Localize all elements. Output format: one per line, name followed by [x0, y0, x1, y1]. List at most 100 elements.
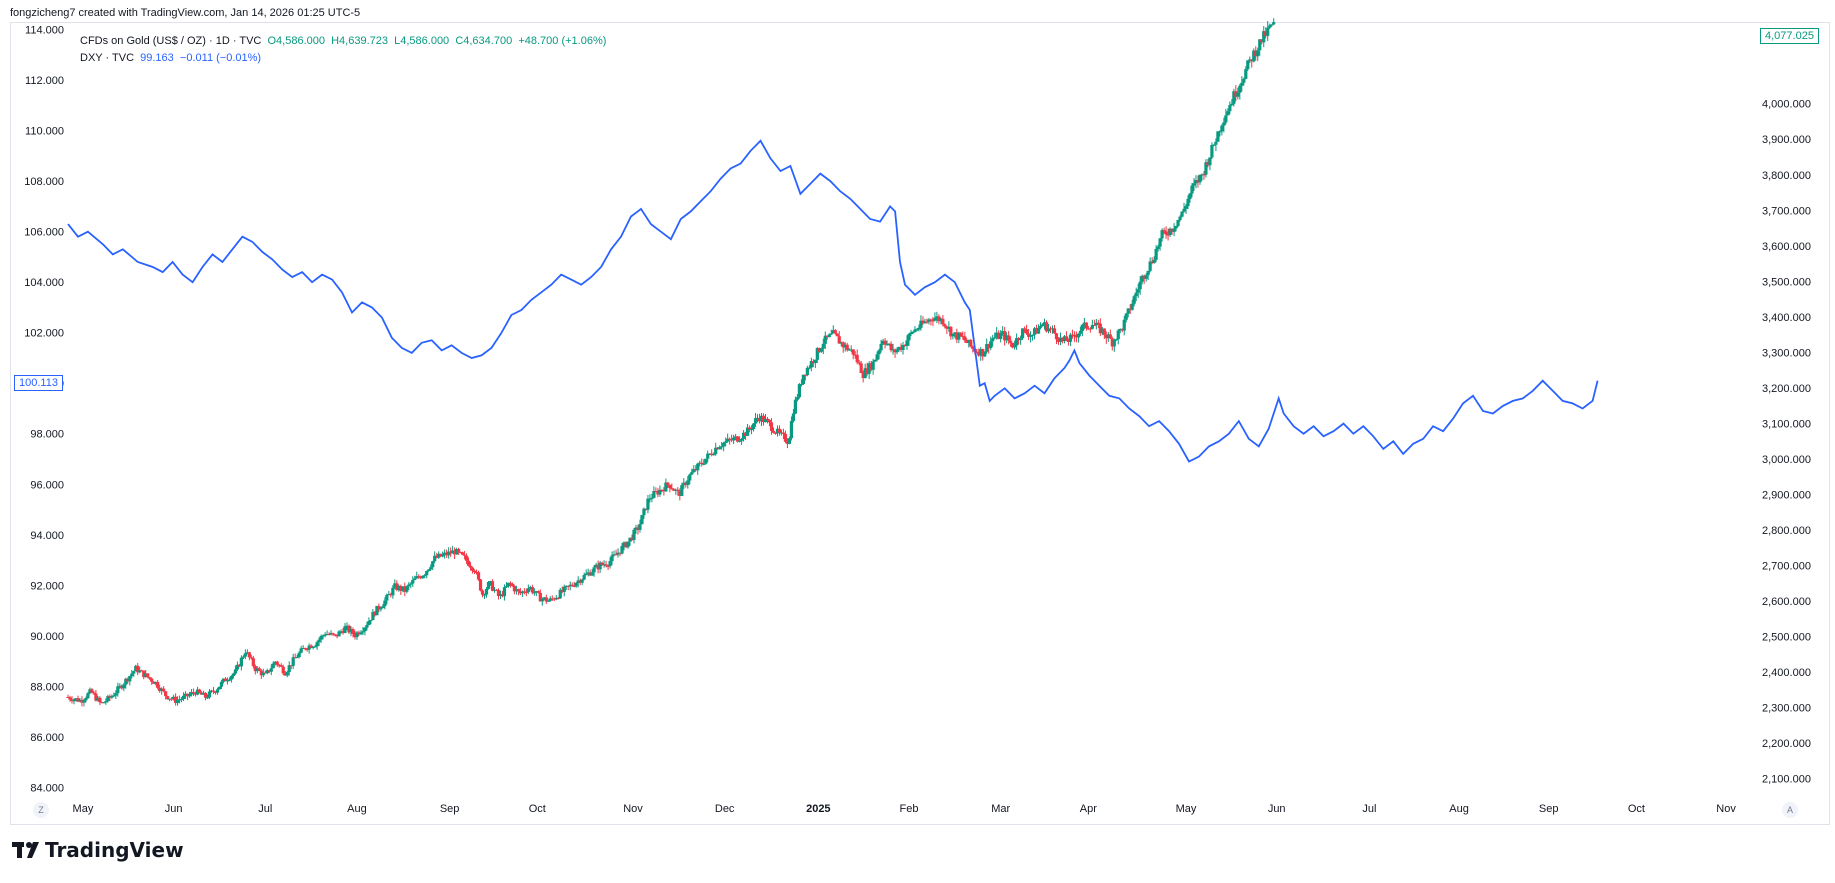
gold-candle [576, 576, 580, 588]
left-axis-auto-button[interactable]: Z [33, 802, 49, 818]
gold-candle [92, 691, 96, 695]
gold-candle [235, 661, 239, 672]
gold-candle [977, 348, 981, 357]
gold-candle [395, 580, 399, 592]
gold-candle [753, 413, 758, 427]
gold-candle [142, 670, 146, 680]
gold-candle [817, 347, 821, 353]
gold-candle [1020, 328, 1025, 340]
gold-candle [158, 684, 162, 693]
gold-candle [638, 519, 642, 533]
gold-candle [353, 630, 357, 640]
gold-candle [383, 597, 387, 610]
gold-candle [570, 582, 574, 587]
gold-candle [355, 630, 359, 640]
gold-candle [1250, 59, 1254, 68]
gold-candle [78, 697, 82, 703]
gold-candle [1206, 158, 1210, 168]
gold-candle [1178, 215, 1182, 222]
left-axis-tick-label: 114.000 [25, 25, 64, 37]
gold-candle [624, 541, 628, 548]
gold-candle [1204, 159, 1208, 178]
gold-candle [203, 692, 208, 701]
gold-candle [193, 691, 198, 697]
gold-candle [781, 428, 786, 439]
gold-candle [80, 696, 84, 707]
legend-gold[interactable]: CFDs on Gold (US$ / OZ) · 1D · TVC O4,58… [80, 35, 607, 47]
right-axis-auto-button[interactable]: A [1782, 802, 1798, 818]
time-axis-tick-label: May [73, 803, 94, 815]
gold-candle [510, 582, 515, 587]
time-axis-tick-label: Apr [1080, 803, 1097, 815]
gold-candle [1096, 319, 1100, 329]
right-axis-tick-label: 2,700.000 [1762, 561, 1811, 573]
gold-candle [369, 620, 373, 625]
time-axis-tick-label: Feb [900, 803, 919, 815]
gold-candle [466, 557, 471, 567]
gold-candle [407, 582, 411, 590]
gold-candle [869, 360, 873, 372]
gold-candle [598, 560, 602, 573]
left-axis-tick-label: 110.000 [25, 126, 64, 138]
gold-candle [1072, 331, 1077, 342]
gold-candle [895, 347, 899, 355]
gold-candle [801, 374, 805, 386]
gold-candle [787, 436, 792, 445]
gold-candle [351, 627, 355, 638]
gold-candle [498, 590, 503, 600]
gold-candle [1003, 326, 1007, 346]
time-axis-tick-label: Jul [258, 803, 272, 815]
gold-candle [512, 584, 517, 595]
gold-candle [337, 630, 341, 637]
tradingview-logo[interactable]: TradingView [12, 838, 184, 862]
gold-candle [1090, 319, 1094, 330]
gold-candle [267, 669, 271, 674]
gold-candle [632, 528, 636, 544]
gold-candle [666, 481, 670, 488]
gold-candle [421, 575, 425, 579]
gold-candle [875, 351, 879, 362]
gold-candle [215, 687, 220, 695]
gold-candle [1011, 342, 1015, 349]
gold-candle [82, 698, 86, 707]
gold-candle [741, 430, 746, 442]
gold-candle [749, 425, 754, 435]
gold-candle [176, 696, 180, 706]
chart-frame[interactable] [10, 22, 1830, 825]
gold-candle [618, 552, 622, 557]
gold-candle [843, 342, 847, 352]
gold-candle [963, 331, 967, 343]
gold-candle [897, 346, 901, 352]
gold-candle [1220, 124, 1224, 136]
legend-dxy[interactable]: DXY · TVC 99.163 −0.011 (−0.01%) [80, 52, 262, 64]
gold-candle [219, 680, 224, 689]
gold-candle [108, 694, 112, 702]
gold-candle [345, 622, 349, 631]
gold-candle [399, 584, 403, 595]
gold-candle [1216, 131, 1220, 142]
gold-candle [257, 666, 261, 672]
right-axis-tick-label: 4,000.000 [1762, 99, 1811, 111]
gold-candle [359, 630, 363, 636]
gold-candle [1126, 308, 1130, 318]
gold-candle [490, 579, 495, 592]
gold-candle [1212, 144, 1216, 147]
gold-candle [1208, 157, 1212, 171]
gold-candle [885, 340, 889, 347]
gold-candle [680, 482, 684, 497]
gold-candle [445, 549, 449, 558]
gold-candle [476, 570, 481, 581]
gold-candle [391, 585, 395, 599]
gold-candle [377, 603, 381, 613]
tradingview-logo-icon [12, 840, 42, 860]
gold-candle [602, 560, 606, 568]
time-axis: May Jun Jul Aug Sep Oct Nov Dec 2025 Feb Mar Apr May… [73, 803, 1737, 815]
gold-candle [971, 345, 975, 353]
gold-candle [134, 664, 138, 672]
right-axis-tick-label: 3,100.000 [1762, 418, 1811, 430]
gold-candle [578, 578, 582, 586]
gold-candle [883, 338, 887, 349]
gold-candle [1226, 108, 1230, 116]
gold-candle [1162, 227, 1166, 234]
